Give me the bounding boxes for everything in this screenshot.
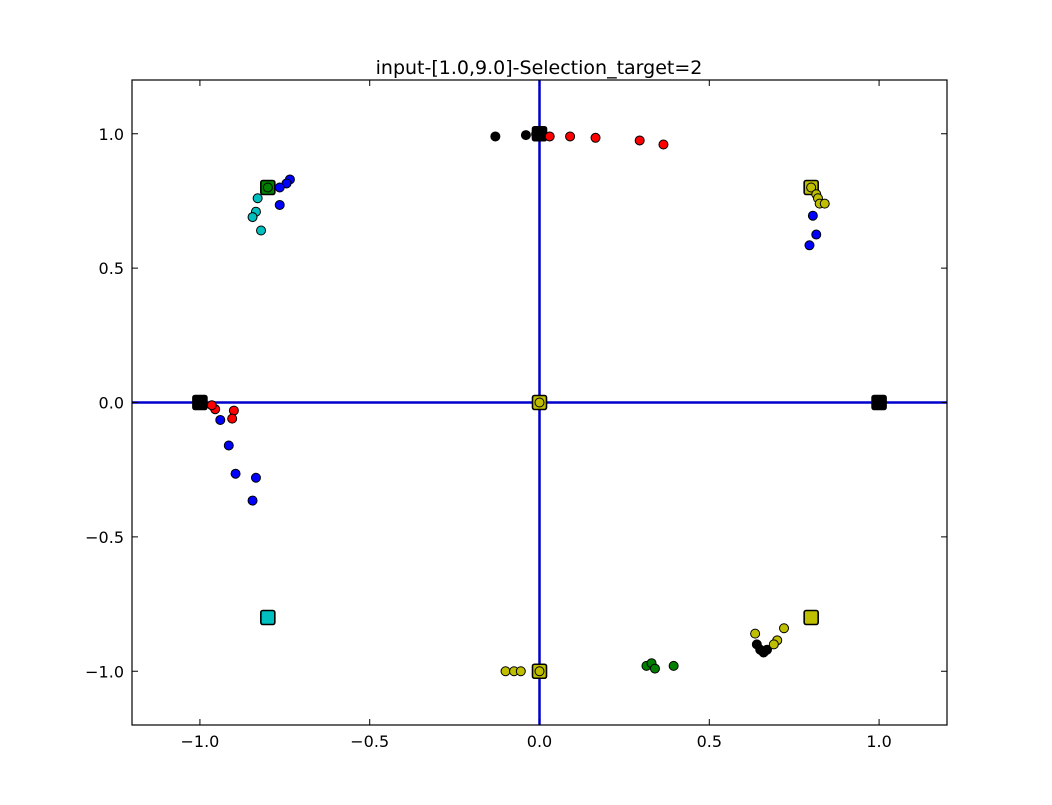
data-point	[658, 139, 669, 150]
x-tick-label: −0.5	[350, 732, 389, 751]
data-point	[215, 414, 226, 425]
data-point	[750, 628, 761, 639]
data-point	[807, 210, 818, 221]
data-point	[247, 495, 258, 506]
data-point	[768, 639, 779, 650]
data-point	[804, 240, 815, 251]
y-tick-label: 1.0	[99, 125, 124, 144]
data-point	[227, 413, 238, 424]
data-point	[649, 663, 660, 674]
chart-title: input-[1.0,9.0]-Selection_target=2	[376, 57, 703, 79]
data-point	[247, 212, 258, 223]
x-tick-label: 1.0	[866, 732, 891, 751]
data-point	[274, 182, 285, 193]
data-point	[534, 666, 545, 677]
target-marker	[260, 609, 276, 626]
data-point	[534, 397, 545, 408]
data-point	[806, 182, 817, 193]
data-point	[515, 666, 526, 677]
data-point	[223, 440, 234, 451]
data-point	[252, 193, 263, 204]
data-point	[262, 182, 273, 193]
data-point	[762, 644, 773, 655]
data-point	[544, 131, 555, 142]
data-point	[565, 131, 576, 142]
plot-area	[132, 80, 947, 725]
data-point	[490, 131, 501, 142]
y-tick-label: −1.0	[85, 662, 124, 681]
data-point	[206, 400, 217, 411]
x-tick-label: −1.0	[180, 732, 219, 751]
target-marker	[192, 394, 208, 411]
y-tick-label: 0.5	[99, 259, 124, 278]
data-point	[779, 623, 789, 634]
data-point	[520, 130, 531, 141]
x-tick-label: 0.5	[697, 732, 722, 751]
target-marker	[871, 394, 887, 411]
target-marker	[803, 609, 819, 626]
data-point	[668, 660, 679, 671]
y-tick-label: 0.0	[99, 394, 124, 413]
data-point	[590, 132, 601, 143]
y-tick-label: −0.5	[85, 528, 124, 547]
data-point	[500, 666, 511, 677]
data-point	[274, 199, 285, 210]
data-point	[256, 225, 267, 236]
data-point	[811, 229, 822, 240]
data-point	[228, 405, 239, 416]
data-point	[531, 129, 542, 140]
data-point	[819, 198, 830, 209]
data-point	[230, 468, 241, 479]
x-tick-label: 0.0	[527, 732, 552, 751]
data-point	[250, 472, 261, 483]
data-point	[634, 135, 645, 146]
